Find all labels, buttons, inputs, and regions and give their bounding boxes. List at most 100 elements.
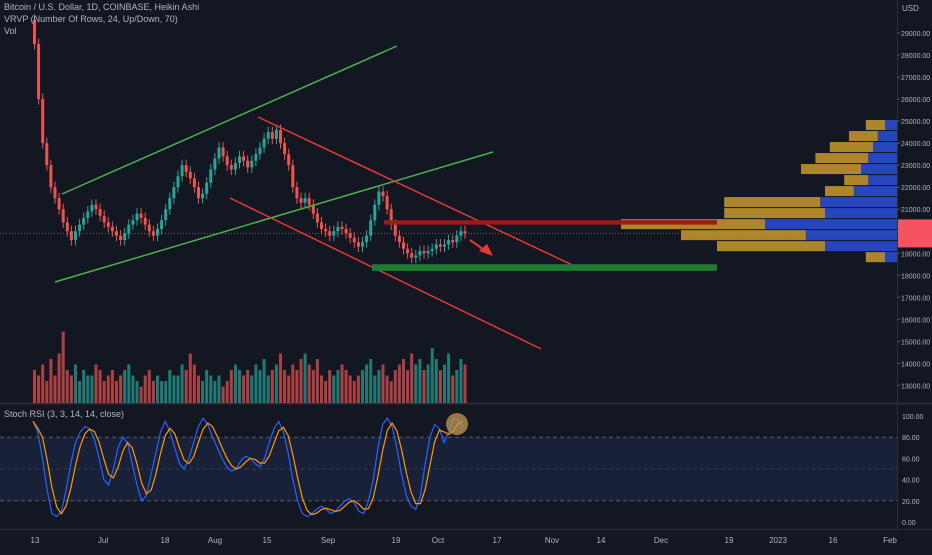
volume-bar <box>102 381 106 403</box>
candle <box>369 220 373 236</box>
x-tick-label: Oct <box>432 536 445 545</box>
candle <box>164 209 168 221</box>
candle <box>156 229 159 236</box>
volume-legend[interactable]: Vol <box>4 26 17 36</box>
volume-bar <box>418 359 422 403</box>
vp-row-down <box>849 131 878 142</box>
vp-row-up <box>868 175 897 186</box>
y-tick-label: 19000.00 <box>901 251 930 258</box>
x-tick-label: Aug <box>208 536 222 545</box>
candle <box>324 229 328 232</box>
stoch-axis-label: 80.00 <box>902 435 920 442</box>
vp-row-down <box>681 230 806 241</box>
y-tick-label: 27000.00 <box>901 75 930 82</box>
candle <box>205 182 209 194</box>
volume-bar <box>459 359 463 403</box>
vp-row-up <box>868 153 897 164</box>
arrow-head[interactable] <box>479 244 493 256</box>
volume-bar <box>320 375 323 403</box>
y-tick-label: 18000.00 <box>901 273 930 280</box>
candle <box>397 235 401 243</box>
candle <box>385 195 389 210</box>
volume-bar <box>270 370 274 403</box>
candle <box>37 44 41 100</box>
volume-bar <box>156 375 159 403</box>
candle <box>410 253 414 258</box>
candle <box>229 165 233 170</box>
volume-bar <box>33 370 36 403</box>
volume-bar <box>119 375 123 403</box>
volume-bar <box>225 381 229 403</box>
candle <box>69 231 73 241</box>
vp-row-up <box>885 120 897 131</box>
volume-bar <box>369 359 373 403</box>
volume-bar <box>422 370 426 403</box>
volume-bar <box>451 375 455 403</box>
candle <box>459 231 463 236</box>
volume-bar <box>205 370 209 403</box>
stoch-axis-label: 0.00 <box>902 520 916 527</box>
volume-bar <box>291 364 295 403</box>
highlight-circle[interactable] <box>446 413 468 435</box>
candle <box>147 224 151 232</box>
candle <box>74 231 77 241</box>
y-tick-label: 21000.00 <box>901 207 930 214</box>
y-tick-label: 14000.00 <box>901 361 930 368</box>
volume-bar <box>299 359 303 403</box>
stoch-rsi-legend[interactable]: Stoch RSI (3, 3, 14, 14, close) <box>4 409 125 419</box>
candle <box>90 204 94 212</box>
volume-bar <box>41 364 45 403</box>
candle <box>377 191 381 205</box>
resistance-zone[interactable] <box>384 220 717 225</box>
volume-bar <box>385 375 389 403</box>
volume-bar <box>455 370 459 403</box>
vp-row-down <box>825 186 854 197</box>
y-tick-label: 26000.00 <box>901 97 930 104</box>
candle <box>217 147 221 159</box>
x-tick-label: 2023 <box>769 536 787 545</box>
volume-bar <box>356 375 360 403</box>
volume-bar <box>406 370 410 403</box>
volume-bar <box>143 375 147 403</box>
volume-bar <box>168 370 172 403</box>
volume-bar <box>94 364 98 403</box>
volume-bar <box>365 364 369 403</box>
candle <box>315 213 319 223</box>
green-channel-lower[interactable] <box>54 151 494 283</box>
candle <box>184 165 188 172</box>
red-channel-upper[interactable] <box>257 116 584 271</box>
red-channel-lower[interactable] <box>229 197 542 350</box>
candle <box>262 138 266 148</box>
candle <box>352 237 356 243</box>
volume-bar <box>344 370 348 403</box>
vrvp-legend[interactable]: VRVP (Number Of Rows, 24, Up/Down, 70) <box>4 14 178 24</box>
green-channel-upper[interactable] <box>61 45 398 195</box>
x-tick-label: 19 <box>392 536 401 545</box>
candle <box>57 198 61 210</box>
volume-bar <box>164 381 168 403</box>
candle <box>188 171 192 179</box>
candle <box>94 204 98 210</box>
volume-bar <box>135 381 139 403</box>
support-zone[interactable] <box>372 264 717 271</box>
volume-bar <box>397 364 401 403</box>
x-tick-label: 17 <box>493 536 502 545</box>
y-tick-label: 24000.00 <box>901 141 930 148</box>
volume-bar <box>274 364 278 403</box>
current-price-marker <box>898 219 932 248</box>
vp-row-up <box>820 197 897 208</box>
volume-bar <box>172 375 176 403</box>
candle <box>426 251 430 254</box>
candle <box>418 251 422 256</box>
volume-bar <box>377 370 381 403</box>
volume-bar <box>74 364 77 403</box>
candle <box>438 244 442 247</box>
volume-bar <box>348 375 352 403</box>
vp-row-up <box>885 252 897 263</box>
symbol-legend[interactable]: Bitcoin / U.S. Dollar, 1D, COINBASE, Hei… <box>4 2 200 12</box>
vp-row-up <box>805 230 897 241</box>
candle <box>336 226 340 232</box>
candle <box>320 222 323 230</box>
